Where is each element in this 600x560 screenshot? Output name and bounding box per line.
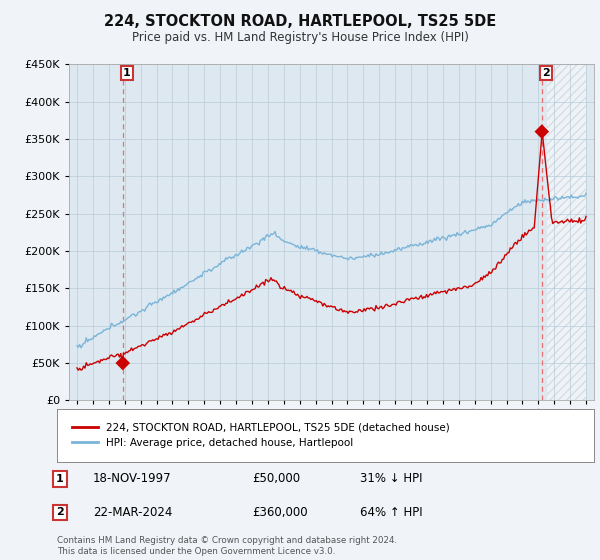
Text: 2: 2 [56,507,64,517]
Text: £360,000: £360,000 [252,506,308,519]
Point [537,127,547,136]
Text: 18-NOV-1997: 18-NOV-1997 [93,472,172,486]
Legend: 224, STOCKTON ROAD, HARTLEPOOL, TS25 5DE (detached house), HPI: Average price, d: 224, STOCKTON ROAD, HARTLEPOOL, TS25 5DE… [68,419,454,452]
Text: 22-MAR-2024: 22-MAR-2024 [93,506,172,519]
Text: Price paid vs. HM Land Registry's House Price Index (HPI): Price paid vs. HM Land Registry's House … [131,31,469,44]
Text: 1: 1 [56,474,64,484]
Text: 2: 2 [542,68,550,78]
Text: 31% ↓ HPI: 31% ↓ HPI [360,472,422,486]
Text: 1: 1 [123,68,131,78]
Text: Contains HM Land Registry data © Crown copyright and database right 2024.
This d: Contains HM Land Registry data © Crown c… [57,536,397,556]
Text: £50,000: £50,000 [252,472,300,486]
Text: 64% ↑ HPI: 64% ↑ HPI [360,506,422,519]
Text: 224, STOCKTON ROAD, HARTLEPOOL, TS25 5DE: 224, STOCKTON ROAD, HARTLEPOOL, TS25 5DE [104,14,496,29]
Point [118,358,128,367]
